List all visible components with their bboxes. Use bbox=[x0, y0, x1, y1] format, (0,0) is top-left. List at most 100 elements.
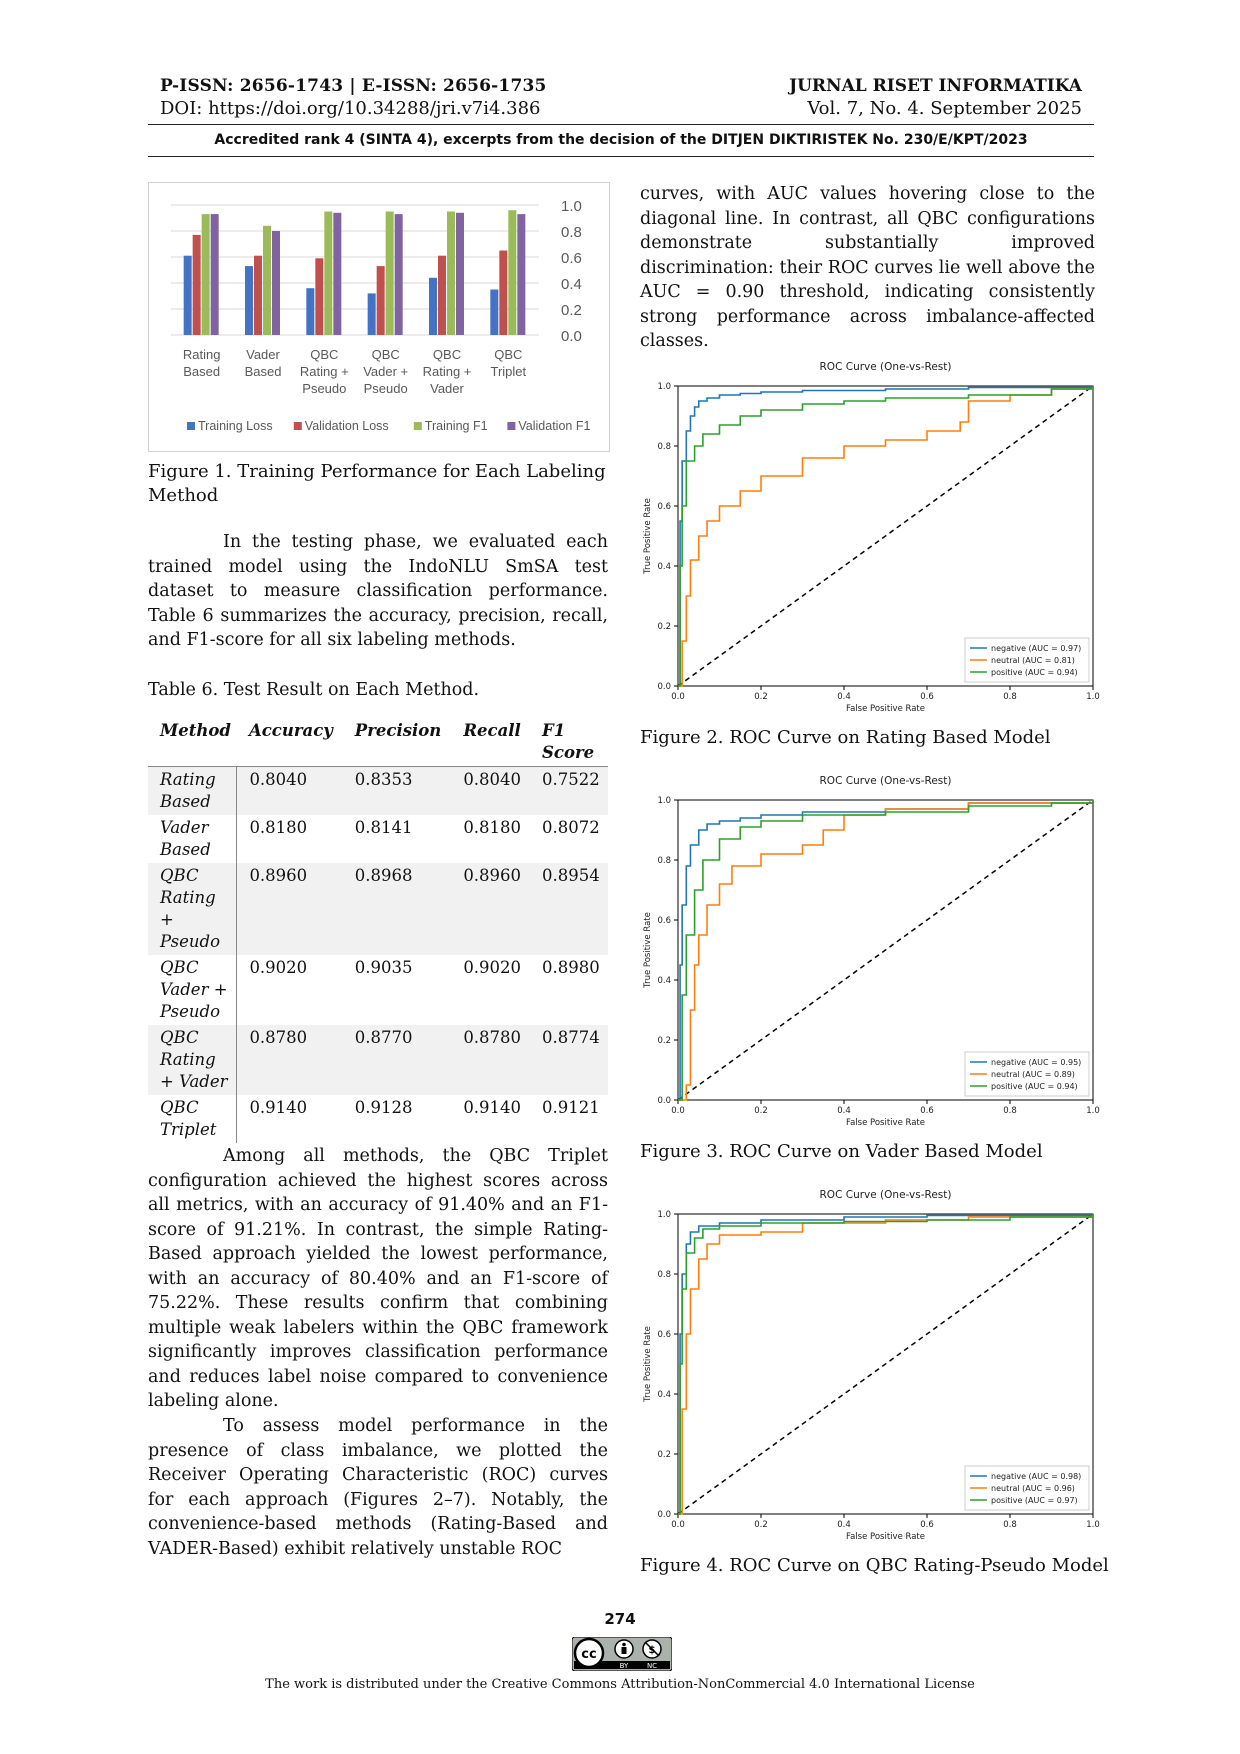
header-divider-bottom bbox=[148, 156, 1094, 157]
figure1-caption: Figure 1. Training Performance for Each … bbox=[148, 461, 606, 506]
cell-f1: 0.8954 bbox=[530, 863, 608, 955]
bar bbox=[385, 211, 394, 335]
plot-frame bbox=[677, 385, 1094, 687]
license-text: The work is distributed under the Creati… bbox=[265, 1677, 975, 1692]
bar bbox=[490, 289, 499, 335]
y-tick-label: 0.2 bbox=[657, 622, 671, 632]
bar bbox=[254, 255, 262, 335]
y-tick-label: 1.0 bbox=[657, 796, 671, 806]
legend-swatch bbox=[413, 422, 422, 430]
col-method: Method bbox=[148, 716, 237, 767]
cc-nc-text: NC bbox=[647, 1662, 657, 1670]
svg-text:$: $ bbox=[649, 1645, 656, 1656]
legend-label: Training Loss bbox=[198, 419, 273, 433]
figure3: ROC Curve (One-vs-Rest) 0.0 0.0 0.2 0.2 0.4 0.… bbox=[640, 770, 1102, 1132]
bar bbox=[183, 255, 192, 335]
bar bbox=[438, 255, 446, 335]
cc-text: cc bbox=[581, 1647, 596, 1662]
figure1-frame: 0.0 0.2 0.4 0.6 0.8 1.0 Rating Based Vader Based Q… bbox=[148, 182, 610, 452]
cc-license-badge[interactable]: cc $ BY NC bbox=[571, 1636, 673, 1672]
x-tick-label: Vader bbox=[246, 347, 280, 362]
cell-method: QBC Triplet bbox=[148, 1095, 238, 1143]
y-tick-label: 0.4 bbox=[657, 976, 671, 986]
roc-title: ROC Curve (One-vs-Rest) bbox=[820, 361, 952, 373]
x-tick-label: 0.8 bbox=[1003, 1106, 1017, 1116]
bar bbox=[263, 225, 271, 335]
cc-by-text: BY bbox=[620, 1662, 629, 1670]
bar bbox=[324, 211, 333, 335]
col-f1: F1 Score bbox=[530, 716, 608, 767]
accreditation: Accredited rank 4 (SINTA 4), excerpts fr… bbox=[214, 132, 1028, 148]
roc-curve-positive bbox=[678, 800, 1094, 1101]
y-tick-label: 0.8 bbox=[657, 856, 671, 866]
legend-label: neutral (AUC = 0.81) bbox=[991, 656, 1075, 665]
figure2-roc-chart: ROC Curve (One-vs-Rest) 0.00.0 0.2 0.2 0.4 0.… bbox=[643, 361, 1100, 714]
cell-method: Rating Based bbox=[148, 766, 238, 815]
legend-label: positive (AUC = 0.94) bbox=[991, 668, 1078, 677]
x-tick-label: QBC bbox=[310, 347, 338, 362]
y-tick-label: 0.2 bbox=[657, 1036, 671, 1046]
y-tick-label: 0.0 bbox=[657, 1510, 671, 1520]
x-tick-label: 0.4 bbox=[837, 692, 851, 702]
bar bbox=[394, 214, 403, 335]
col-precision: Precision bbox=[342, 716, 452, 767]
header-right: JURNAL RISET INFORMATIKA Vol. 7, No. 4. … bbox=[789, 76, 1082, 119]
x-tick-label: 0.4 bbox=[837, 1520, 851, 1530]
y-tick-label: 0.0 bbox=[657, 682, 671, 692]
doi: DOI: https://doi.org/10.34288/jri.v7i4.3… bbox=[160, 98, 541, 119]
cell-recall: 0.9020 bbox=[463, 958, 522, 977]
cell-f1: 0.8774 bbox=[530, 1025, 608, 1095]
bar bbox=[315, 258, 324, 335]
cell-method: QBC Vader + Pseudo bbox=[148, 955, 238, 1025]
legend-label: Validation Loss bbox=[305, 419, 389, 433]
x-tick-label: 1.0 bbox=[1086, 1520, 1100, 1530]
bar bbox=[376, 266, 385, 335]
cell-precision: 0.9035 bbox=[354, 958, 413, 977]
paragraph-results: Among all methods, the QBC Triplet confi… bbox=[148, 1146, 608, 1411]
bar bbox=[245, 266, 253, 335]
bar bbox=[456, 212, 464, 335]
x-tick-label: 0.8 bbox=[1003, 692, 1017, 702]
legend-label: neutral (AUC = 0.89) bbox=[991, 1070, 1075, 1079]
bar bbox=[367, 293, 376, 335]
y-tick-label: 0.6 bbox=[657, 1330, 671, 1340]
page-number: 274 bbox=[604, 1610, 636, 1628]
legend-swatch bbox=[293, 422, 302, 430]
y-tick-label: 0.6 bbox=[561, 250, 582, 267]
x-tick-label: 0.4 bbox=[837, 1106, 851, 1116]
cell-recall: 0.8960 bbox=[451, 863, 530, 955]
table-row: QBC Triplet 0.9140 0.9128 0.9140 0.9121 bbox=[148, 1095, 608, 1143]
figure2: ROC Curve (One-vs-Rest) 0.0 0.0 0.2 0.2 0.4 0.… bbox=[640, 356, 1102, 718]
cell-accuracy: 0.9140 bbox=[249, 1098, 308, 1117]
header-left: P-ISSN: 2656-1743 | E-ISSN: 2656-1735 DO… bbox=[160, 76, 547, 119]
legend-label: neutral (AUC = 0.96) bbox=[991, 1484, 1075, 1493]
table-row: Rating Based 0.8040 0.8353 0.8040 0.7522 bbox=[148, 766, 608, 815]
x-tick-label: Based bbox=[245, 364, 282, 379]
cell-recall: 0.8040 bbox=[451, 766, 530, 815]
figure4-roc-chart: ROC Curve (One-vs-Rest) 0.00.0 0.2 0.2 0.4 0.… bbox=[643, 1189, 1100, 1542]
cell-precision: 0.9128 bbox=[354, 1098, 413, 1117]
x-axis-label: False Positive Rate bbox=[846, 1118, 925, 1128]
cell-f1: 0.8072 bbox=[542, 818, 600, 837]
cell-method: QBC Rating + Vader bbox=[148, 1025, 238, 1095]
plot-frame bbox=[677, 1213, 1094, 1515]
legend-swatch bbox=[187, 422, 195, 430]
cell-method: QBC Rating + Pseudo bbox=[148, 863, 238, 955]
table-row: QBC Rating + Pseudo 0.8960 0.8968 0.8960 0.8… bbox=[148, 863, 608, 955]
x-tick-label: Triplet bbox=[491, 364, 527, 379]
x-tick-label: Rating + bbox=[423, 364, 472, 379]
figure3-caption: Figure 3. ROC Curve on Vader Based Model bbox=[640, 1141, 1043, 1162]
roc-curve-negative bbox=[678, 386, 1094, 687]
y-tick-label: 0.0 bbox=[657, 1096, 671, 1106]
legend-label: negative (AUC = 0.95) bbox=[991, 1058, 1081, 1067]
legend-label: negative (AUC = 0.98) bbox=[991, 1472, 1081, 1481]
y-tick-label: 0.6 bbox=[657, 502, 671, 512]
x-tick-label: Pseudo bbox=[302, 381, 346, 396]
x-tick-label: 1.0 bbox=[1086, 692, 1100, 702]
y-tick-label: 0.8 bbox=[657, 1270, 671, 1280]
y-axis-label: True Positive Rate bbox=[643, 912, 653, 989]
cell-f1: 0.9121 bbox=[542, 1098, 600, 1117]
paragraph-roc-intro: To assess model performance in the prese… bbox=[148, 1416, 608, 1559]
legend-label: Training F1 bbox=[425, 419, 488, 433]
table6: Method Accuracy Precision Recall F1 Scor… bbox=[148, 716, 608, 1143]
